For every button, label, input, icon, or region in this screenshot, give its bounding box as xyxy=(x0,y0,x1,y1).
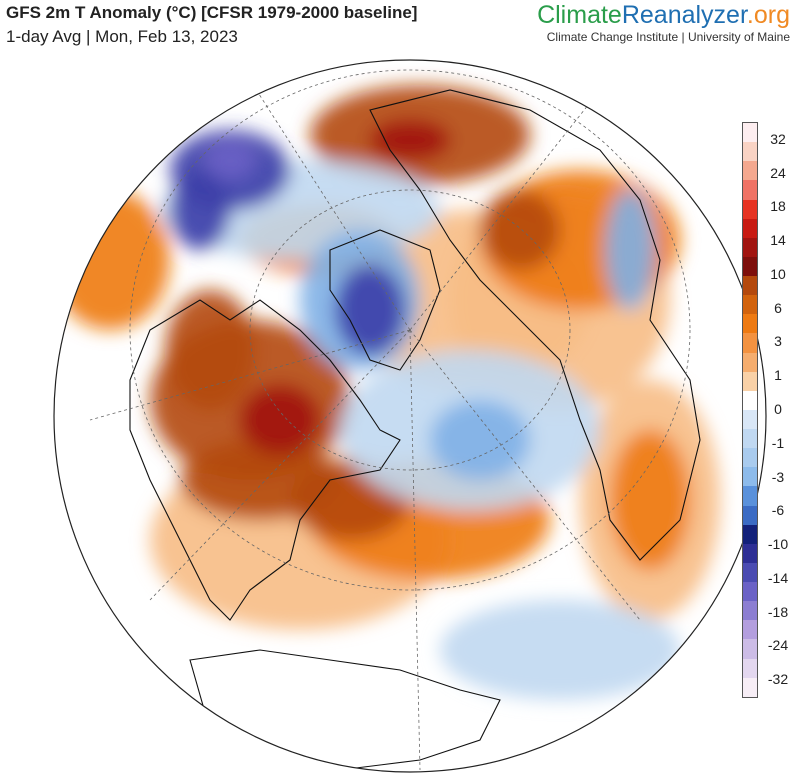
color-scale-label: 1 xyxy=(774,367,782,384)
map-subtitle: 1-day Avg | Mon, Feb 13, 2023 xyxy=(6,27,238,46)
color-scale-label: -24 xyxy=(767,637,789,654)
anomaly-region xyxy=(54,190,170,330)
anomaly-region xyxy=(335,265,405,355)
anomaly-region xyxy=(240,385,320,455)
color-scale-label: 18 xyxy=(770,198,786,215)
color-scale-swatch xyxy=(743,505,757,525)
brand-logo-part1: Climate xyxy=(537,1,622,29)
graticule-line xyxy=(249,79,411,331)
color-scale-label: -14 xyxy=(767,569,789,586)
color-scale-swatch xyxy=(743,543,757,563)
map-title: GFS 2m T Anomaly (°C) [CFSR 1979-2000 ba… xyxy=(6,3,418,22)
color-scale-swatch xyxy=(743,199,757,219)
color-scale-swatch xyxy=(743,409,757,429)
color-scale-swatch xyxy=(743,390,757,410)
color-scale-swatch xyxy=(743,371,757,391)
color-scale-label: -6 xyxy=(771,502,785,519)
color-scale-label: -18 xyxy=(767,603,789,620)
anomaly-region xyxy=(480,190,560,270)
graticule xyxy=(89,69,691,771)
graticule-line xyxy=(249,189,571,471)
color-scale-bar xyxy=(742,122,758,698)
color-scale-swatch xyxy=(743,620,757,640)
color-scale-swatch xyxy=(743,161,757,181)
color-scale-label: 32 xyxy=(770,130,786,147)
anomaly-region xyxy=(430,400,530,480)
brand-logo[interactable]: ClimateReanalyzer.org xyxy=(537,0,790,30)
color-scale-swatch xyxy=(743,142,757,162)
color-scale-swatch xyxy=(743,218,757,238)
color-scale-swatch xyxy=(743,276,757,296)
color-scale-swatch xyxy=(743,562,757,582)
color-scale-label: 6 xyxy=(774,299,782,316)
color-scale-swatch xyxy=(743,256,757,276)
anomaly-region xyxy=(370,120,450,160)
color-scale-swatch xyxy=(743,658,757,678)
color-scale-labels: 32 24 18 14 10 6 3 1 0 -1 -3 -6 -10 -14 -18 -24 -32 xyxy=(760,122,800,696)
anomaly-region xyxy=(165,290,255,410)
color-scale-label: 3 xyxy=(774,333,782,350)
graticule-line xyxy=(149,329,411,601)
color-scale-label: 24 xyxy=(770,164,786,181)
color-scale-label: -10 xyxy=(767,536,789,553)
color-scale-swatch xyxy=(743,524,757,544)
color-scale-swatch xyxy=(743,429,757,449)
globe-outline xyxy=(53,59,767,773)
anomaly-region xyxy=(205,140,255,180)
color-scale-label: 0 xyxy=(774,401,782,417)
color-scale-label: 10 xyxy=(770,265,786,282)
anomaly-region xyxy=(440,600,680,700)
color-scale-swatch xyxy=(743,123,757,143)
coastline-north-america xyxy=(129,299,401,621)
color-scale-swatch xyxy=(743,601,757,621)
anomaly-region xyxy=(170,170,230,250)
color-scale-swatch xyxy=(743,352,757,372)
color-scale-swatch xyxy=(743,295,757,315)
anomaly-region xyxy=(610,430,690,570)
color-scale-swatch xyxy=(743,677,757,697)
color-scale-swatch xyxy=(743,237,757,257)
color-scale-label: -32 xyxy=(767,671,789,688)
color-scale-label: 14 xyxy=(770,232,786,249)
coastline-greenland xyxy=(329,229,441,371)
graticule-line xyxy=(409,329,641,621)
color-scale-swatch xyxy=(743,639,757,659)
graticule-line xyxy=(129,69,691,591)
graticule-line xyxy=(409,329,421,771)
color-scale-swatch xyxy=(743,467,757,487)
coastline-eurasia xyxy=(369,89,701,561)
color-scale-label: -3 xyxy=(771,468,785,485)
color-scale-swatch xyxy=(743,314,757,334)
color-scale-swatch xyxy=(743,582,757,602)
brand-block: ClimateReanalyzer.org Climate Change Ins… xyxy=(537,0,790,44)
brand-logo-part2: Reanalyzer xyxy=(621,1,747,29)
color-scale-swatch xyxy=(743,486,757,506)
color-scale-swatch xyxy=(743,448,757,468)
color-scale-label: -1 xyxy=(771,434,785,451)
color-scale-swatch xyxy=(743,180,757,200)
graticule-line xyxy=(89,329,411,421)
color-scale-swatch xyxy=(743,333,757,353)
brand-tagline: Climate Change Institute | University of… xyxy=(546,30,790,44)
brand-logo-part3: .org xyxy=(746,1,790,29)
anomaly-region xyxy=(605,190,655,310)
